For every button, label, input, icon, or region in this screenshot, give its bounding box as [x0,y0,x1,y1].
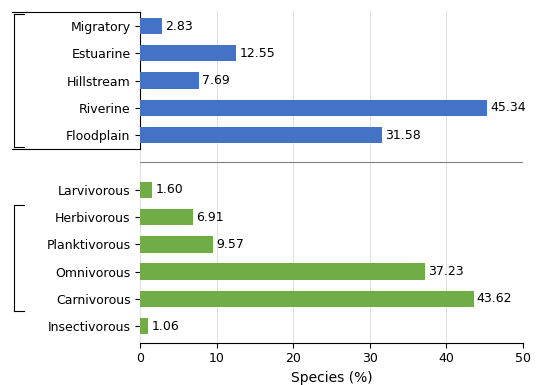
Text: 37.23: 37.23 [428,265,464,278]
Text: 45.34: 45.34 [490,101,526,114]
Text: 9.57: 9.57 [217,238,244,251]
Bar [140,18,162,34]
Bar [140,318,148,335]
Bar [140,72,199,89]
Bar [140,291,474,307]
Bar [140,127,382,143]
Text: 12.55: 12.55 [239,47,275,60]
Text: 6.91: 6.91 [196,211,224,224]
Bar [140,263,425,280]
Text: 2.83: 2.83 [165,20,192,32]
Bar [140,209,193,225]
Bar [140,100,487,116]
Text: 7.69: 7.69 [202,74,230,87]
Text: 1.60: 1.60 [156,183,183,196]
Bar [140,182,152,198]
Text: 1.06: 1.06 [151,320,179,333]
Bar [140,45,236,62]
X-axis label: Species (%): Species (%) [290,371,372,385]
Bar [140,236,213,253]
Text: 31.58: 31.58 [385,129,421,142]
Text: 43.62: 43.62 [477,293,512,305]
